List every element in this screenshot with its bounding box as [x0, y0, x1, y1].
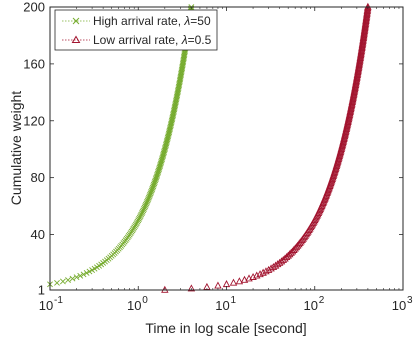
data-point: [136, 214, 143, 221]
legend-label-low: Low arrival rate, λ=0.5: [93, 33, 212, 47]
y-tick-label: 160: [23, 56, 45, 71]
data-point: [73, 274, 80, 281]
y-tick-label: 40: [31, 227, 45, 242]
x-tick-exponent: 3: [407, 295, 413, 306]
data-point: [134, 218, 141, 225]
x-tick-label: 10: [215, 298, 229, 313]
data-point: [229, 278, 238, 286]
x-tick-label: 10: [392, 298, 406, 313]
data-point: [259, 268, 267, 276]
legend-marker-high: [72, 17, 80, 25]
x-tick-exponent: -1: [54, 295, 63, 306]
data-point: [235, 277, 244, 285]
legend-box: [54, 9, 218, 51]
x-axis-label: Time in log scale [second]: [145, 320, 306, 336]
x-tick-exponent: 1: [231, 295, 237, 306]
y-tick-label: 80: [31, 170, 45, 185]
data-point: [363, 4, 372, 12]
data-point: [262, 267, 270, 275]
data-point: [77, 272, 84, 279]
data-point: [256, 270, 264, 278]
data-point: [135, 217, 142, 224]
data-point: [141, 206, 147, 212]
data-point: [240, 275, 249, 283]
y-tick-label: 120: [23, 113, 45, 128]
legend-entry-high: High arrival rate, λ=50: [62, 14, 211, 28]
data-point: [187, 284, 196, 292]
series-layer: [47, 2, 372, 293]
data-point: [65, 277, 71, 283]
x-tick-exponent: 2: [319, 295, 325, 306]
legend-label-high-symbol: λ: [183, 14, 190, 28]
legend-label-low-suffix: =0.5: [188, 33, 212, 47]
legend-marker-low: [71, 35, 81, 43]
data-point: [54, 279, 60, 286]
x-tick-exponent: 0: [142, 295, 148, 306]
series-0: [47, 4, 195, 288]
data-point: [138, 211, 145, 218]
data-point: [136, 215, 142, 222]
data-point: [69, 275, 76, 282]
legend-label-low-symbol: λ: [181, 33, 188, 47]
data-point: [141, 204, 148, 211]
x-tick-label: 10: [304, 298, 318, 313]
legend-label-high: High arrival rate, λ=50: [93, 14, 211, 28]
legend-label-low-prefix: Low arrival rate,: [93, 33, 182, 47]
data-point: [137, 213, 144, 219]
x-tick-label: 10: [39, 298, 53, 313]
y-tick-label: 200: [23, 0, 45, 15]
legend-label-high-suffix: =50: [190, 14, 211, 28]
legend-entry-low: Low arrival rate, λ=0.5: [62, 33, 212, 47]
y-tick-label: 1: [38, 283, 45, 298]
data-point: [83, 270, 90, 276]
y-axis-label: Cumulative weight: [8, 91, 24, 205]
data-point: [80, 271, 87, 278]
data-point: [138, 210, 145, 217]
plot-frame: [49, 6, 404, 291]
data-point: [59, 278, 66, 285]
x-tick-label: 10: [127, 298, 141, 313]
legend: High arrival rate, λ=50 Low arrival rate…: [54, 9, 218, 51]
data-point: [139, 208, 146, 215]
data-point: [140, 207, 147, 214]
legend-label-high-prefix: High arrival rate,: [93, 14, 184, 28]
